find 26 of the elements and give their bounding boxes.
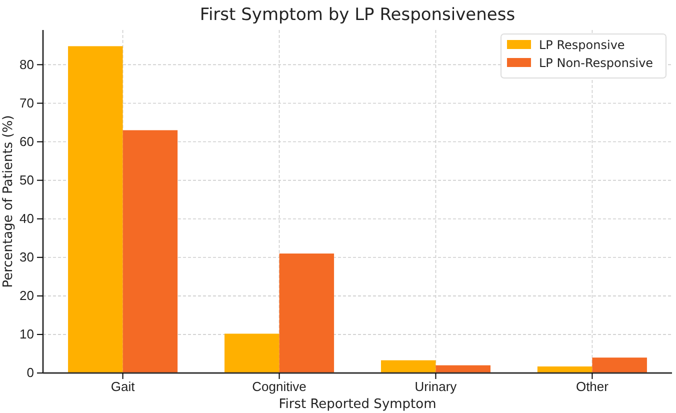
- bar: [537, 366, 592, 373]
- y-axis-title: Percentage of Patients (%): [1, 115, 16, 288]
- bar: [592, 358, 647, 373]
- bar: [380, 360, 436, 373]
- bar: [279, 254, 334, 373]
- y-tick-label: 60: [20, 134, 34, 149]
- y-tick-label: 80: [20, 56, 34, 72]
- bar: [122, 130, 178, 373]
- bar: [224, 334, 280, 373]
- y-tick-label: 0: [26, 365, 34, 380]
- y-tick-label: 40: [20, 211, 34, 226]
- x-tick-label: Other: [576, 379, 610, 394]
- y-tick-label: 50: [20, 172, 34, 188]
- x-tick-label: Cognitive: [252, 379, 306, 394]
- y-tick-label: 10: [20, 326, 34, 342]
- bar: [436, 365, 490, 373]
- x-tick-label: Urinary: [414, 379, 458, 394]
- y-tick-label: 30: [20, 250, 34, 265]
- y-tick-label: 70: [20, 95, 34, 110]
- y-tick-label: 20: [20, 288, 34, 304]
- legend-label: LP Responsive: [539, 38, 625, 52]
- legend-label: LP Non-Responsive: [539, 56, 654, 70]
- chart-title: First Symptom by LP Responsiveness: [200, 5, 516, 25]
- x-axis-title: First Reported Symptom: [278, 397, 436, 412]
- bar: [68, 46, 123, 373]
- x-tick-label: Gait: [110, 379, 136, 394]
